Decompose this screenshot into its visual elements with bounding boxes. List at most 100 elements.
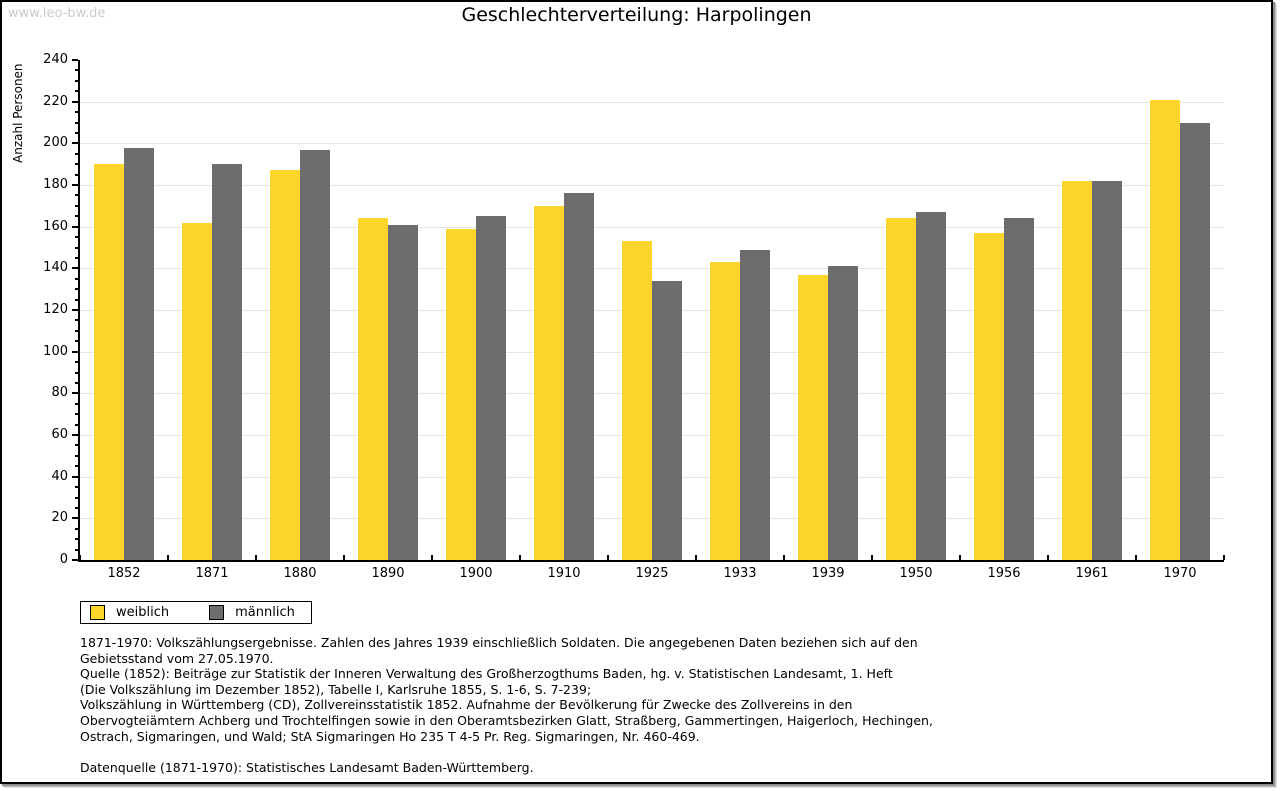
plot-area: 0 20 40 60 80 100 120 140 160 180 200 220 240 1852 187… bbox=[43, 53, 1225, 581]
x-tick-6 bbox=[607, 555, 609, 560]
bar-männlich-1950 bbox=[916, 212, 946, 560]
bar-männlich-1970 bbox=[1180, 122, 1210, 560]
footer-spacer bbox=[80, 744, 933, 760]
y-tick-30 bbox=[75, 496, 78, 499]
x-tick-11 bbox=[1047, 555, 1049, 560]
footer-notes: 1871-1970: Volkszählungsergebnisse. Zahl… bbox=[80, 635, 933, 775]
y-tick-20 bbox=[72, 517, 78, 520]
x-tick-13 bbox=[1223, 555, 1225, 560]
y-tick-130 bbox=[75, 288, 78, 291]
y-tick-label-140: 140 bbox=[43, 260, 68, 276]
y-tick-155 bbox=[75, 236, 78, 239]
y-tick-150 bbox=[75, 246, 78, 249]
y-tick-label-60: 60 bbox=[51, 427, 68, 442]
y-tick-85 bbox=[75, 381, 78, 384]
bar-männlich-1910 bbox=[564, 193, 594, 560]
y-tick-195 bbox=[75, 152, 78, 155]
x-category-label-1871: 1871 bbox=[195, 566, 229, 581]
y-tick-100 bbox=[72, 350, 78, 353]
bar-weiblich-1950 bbox=[886, 218, 916, 560]
y-tick-label-220: 220 bbox=[43, 93, 68, 109]
legend-swatch-männlich bbox=[209, 605, 225, 620]
x-category-label-1910: 1910 bbox=[547, 566, 581, 581]
gridline-180 bbox=[80, 185, 1224, 186]
legend-swatch-weiblich bbox=[90, 605, 105, 620]
y-tick-25 bbox=[75, 506, 78, 509]
y-tick-80 bbox=[72, 392, 78, 395]
y-tick-205 bbox=[75, 131, 78, 134]
y-tick-175 bbox=[75, 194, 78, 197]
y-tick-160 bbox=[72, 225, 78, 228]
footer-line-5: Volkszählung in Württemberg (CD), Zollve… bbox=[80, 697, 853, 713]
bar-weiblich-1939 bbox=[798, 274, 828, 560]
bar-männlich-1852 bbox=[124, 147, 154, 560]
y-tick-240 bbox=[72, 59, 78, 61]
y-tick-50 bbox=[75, 454, 78, 457]
gridline-140 bbox=[80, 268, 1224, 270]
y-tick-label-120: 120 bbox=[43, 302, 68, 317]
y-tick-215 bbox=[75, 111, 78, 114]
x-category-label-1933: 1933 bbox=[723, 566, 757, 581]
y-tick-label-160: 160 bbox=[43, 218, 68, 234]
x-tick-0 bbox=[79, 555, 81, 560]
footer-line-7: Ostrach, Sigmaringen, und Wald; StA Sigm… bbox=[80, 728, 700, 744]
y-tick-105 bbox=[75, 340, 78, 343]
bar-männlich-1961 bbox=[1092, 180, 1122, 560]
gridline-200 bbox=[80, 143, 1224, 145]
y-tick-45 bbox=[75, 465, 78, 468]
y-tick-55 bbox=[75, 444, 78, 447]
y-tick-115 bbox=[75, 319, 78, 322]
x-tick-12 bbox=[1135, 555, 1137, 560]
y-tick-220 bbox=[72, 100, 78, 103]
y-tick-165 bbox=[75, 215, 78, 218]
y-tick-210 bbox=[75, 121, 78, 124]
gridline-220 bbox=[80, 101, 1224, 103]
y-tick-label-200: 200 bbox=[43, 135, 68, 151]
y-tick-15 bbox=[75, 527, 78, 530]
bar-weiblich-1970 bbox=[1150, 99, 1180, 560]
bar-männlich-1939 bbox=[828, 266, 858, 560]
bar-männlich-1900 bbox=[476, 216, 506, 560]
x-category-label-1970: 1970 bbox=[1163, 566, 1197, 581]
x-tick-1 bbox=[167, 555, 169, 560]
legend-label-männlich: männlich bbox=[235, 605, 295, 620]
y-tick-230 bbox=[75, 79, 78, 82]
footer-line-1: 1871-1970: Volkszählungsergebnisse. Zahl… bbox=[80, 635, 918, 650]
legend: weiblich männlich bbox=[80, 601, 312, 624]
x-category-label-1956: 1956 bbox=[987, 566, 1021, 581]
bar-weiblich-1880 bbox=[270, 170, 300, 560]
x-tick-9 bbox=[871, 555, 873, 560]
chart-title: Geschlechterverteilung: Harpolingen bbox=[461, 4, 812, 26]
y-tick-110 bbox=[75, 329, 78, 332]
y-tick-235 bbox=[75, 69, 78, 72]
bar-weiblich-1933 bbox=[710, 262, 740, 560]
bar-weiblich-1890 bbox=[358, 218, 388, 560]
footer-line-4: (Die Volkszählung im Dezember 1852), Tab… bbox=[80, 681, 592, 697]
watermark: www.leo-bw.de bbox=[8, 6, 106, 21]
x-category-label-1890: 1890 bbox=[371, 566, 405, 581]
y-tick-65 bbox=[75, 423, 78, 426]
y-tick-75 bbox=[75, 402, 78, 405]
y-tick-label-20: 20 bbox=[51, 510, 68, 526]
y-tick-225 bbox=[75, 90, 78, 93]
footer-line-6: Obervogteiämtern Achberg und Trochtelfin… bbox=[80, 712, 933, 728]
y-tick-5 bbox=[75, 548, 78, 551]
x-tick-3 bbox=[343, 555, 345, 560]
gridline-160 bbox=[80, 226, 1224, 228]
x-category-label-1925: 1925 bbox=[635, 566, 669, 581]
legend-label-weiblich: weiblich bbox=[116, 605, 170, 620]
x-tick-4 bbox=[431, 555, 433, 560]
y-tick-label-80: 80 bbox=[51, 385, 68, 401]
footer-line-2: Gebietsstand vom 27.05.1970. bbox=[80, 650, 274, 666]
footer-line-3: Quelle (1852): Beiträge zur Statistik de… bbox=[80, 666, 893, 682]
bar-weiblich-1925 bbox=[622, 241, 652, 560]
x-category-label-1950: 1950 bbox=[899, 566, 933, 581]
y-tick-125 bbox=[75, 298, 78, 301]
bar-weiblich-1852 bbox=[94, 164, 124, 560]
y-tick-190 bbox=[75, 163, 78, 166]
y-axis-title: Anzahl Personen bbox=[11, 63, 25, 163]
y-tick-135 bbox=[75, 277, 78, 280]
y-tick-label-100: 100 bbox=[43, 343, 68, 359]
legend-item-weiblich: weiblich bbox=[90, 605, 169, 620]
